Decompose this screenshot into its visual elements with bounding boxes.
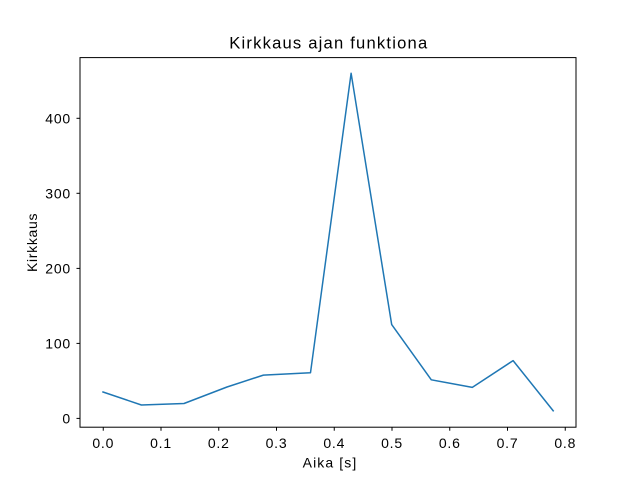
svg-text:0.0: 0.0 [92, 435, 114, 451]
svg-text:100: 100 [45, 335, 71, 351]
svg-text:Aika [s]: Aika [s] [303, 454, 358, 470]
svg-text:200: 200 [45, 260, 71, 276]
svg-text:300: 300 [45, 185, 71, 201]
svg-text:0.2: 0.2 [208, 435, 230, 451]
svg-text:0.4: 0.4 [323, 435, 345, 451]
svg-text:0: 0 [62, 410, 71, 426]
svg-text:0.1: 0.1 [150, 435, 172, 451]
svg-text:0.3: 0.3 [266, 435, 288, 451]
svg-text:Kirkkaus ajan funktiona: Kirkkaus ajan funktiona [229, 34, 428, 53]
svg-text:0.5: 0.5 [381, 435, 403, 451]
svg-text:Kirkkaus: Kirkkaus [24, 213, 40, 272]
svg-text:0.7: 0.7 [497, 435, 519, 451]
svg-text:0.6: 0.6 [439, 435, 461, 451]
svg-text:0.8: 0.8 [554, 435, 576, 451]
svg-text:400: 400 [45, 110, 71, 126]
